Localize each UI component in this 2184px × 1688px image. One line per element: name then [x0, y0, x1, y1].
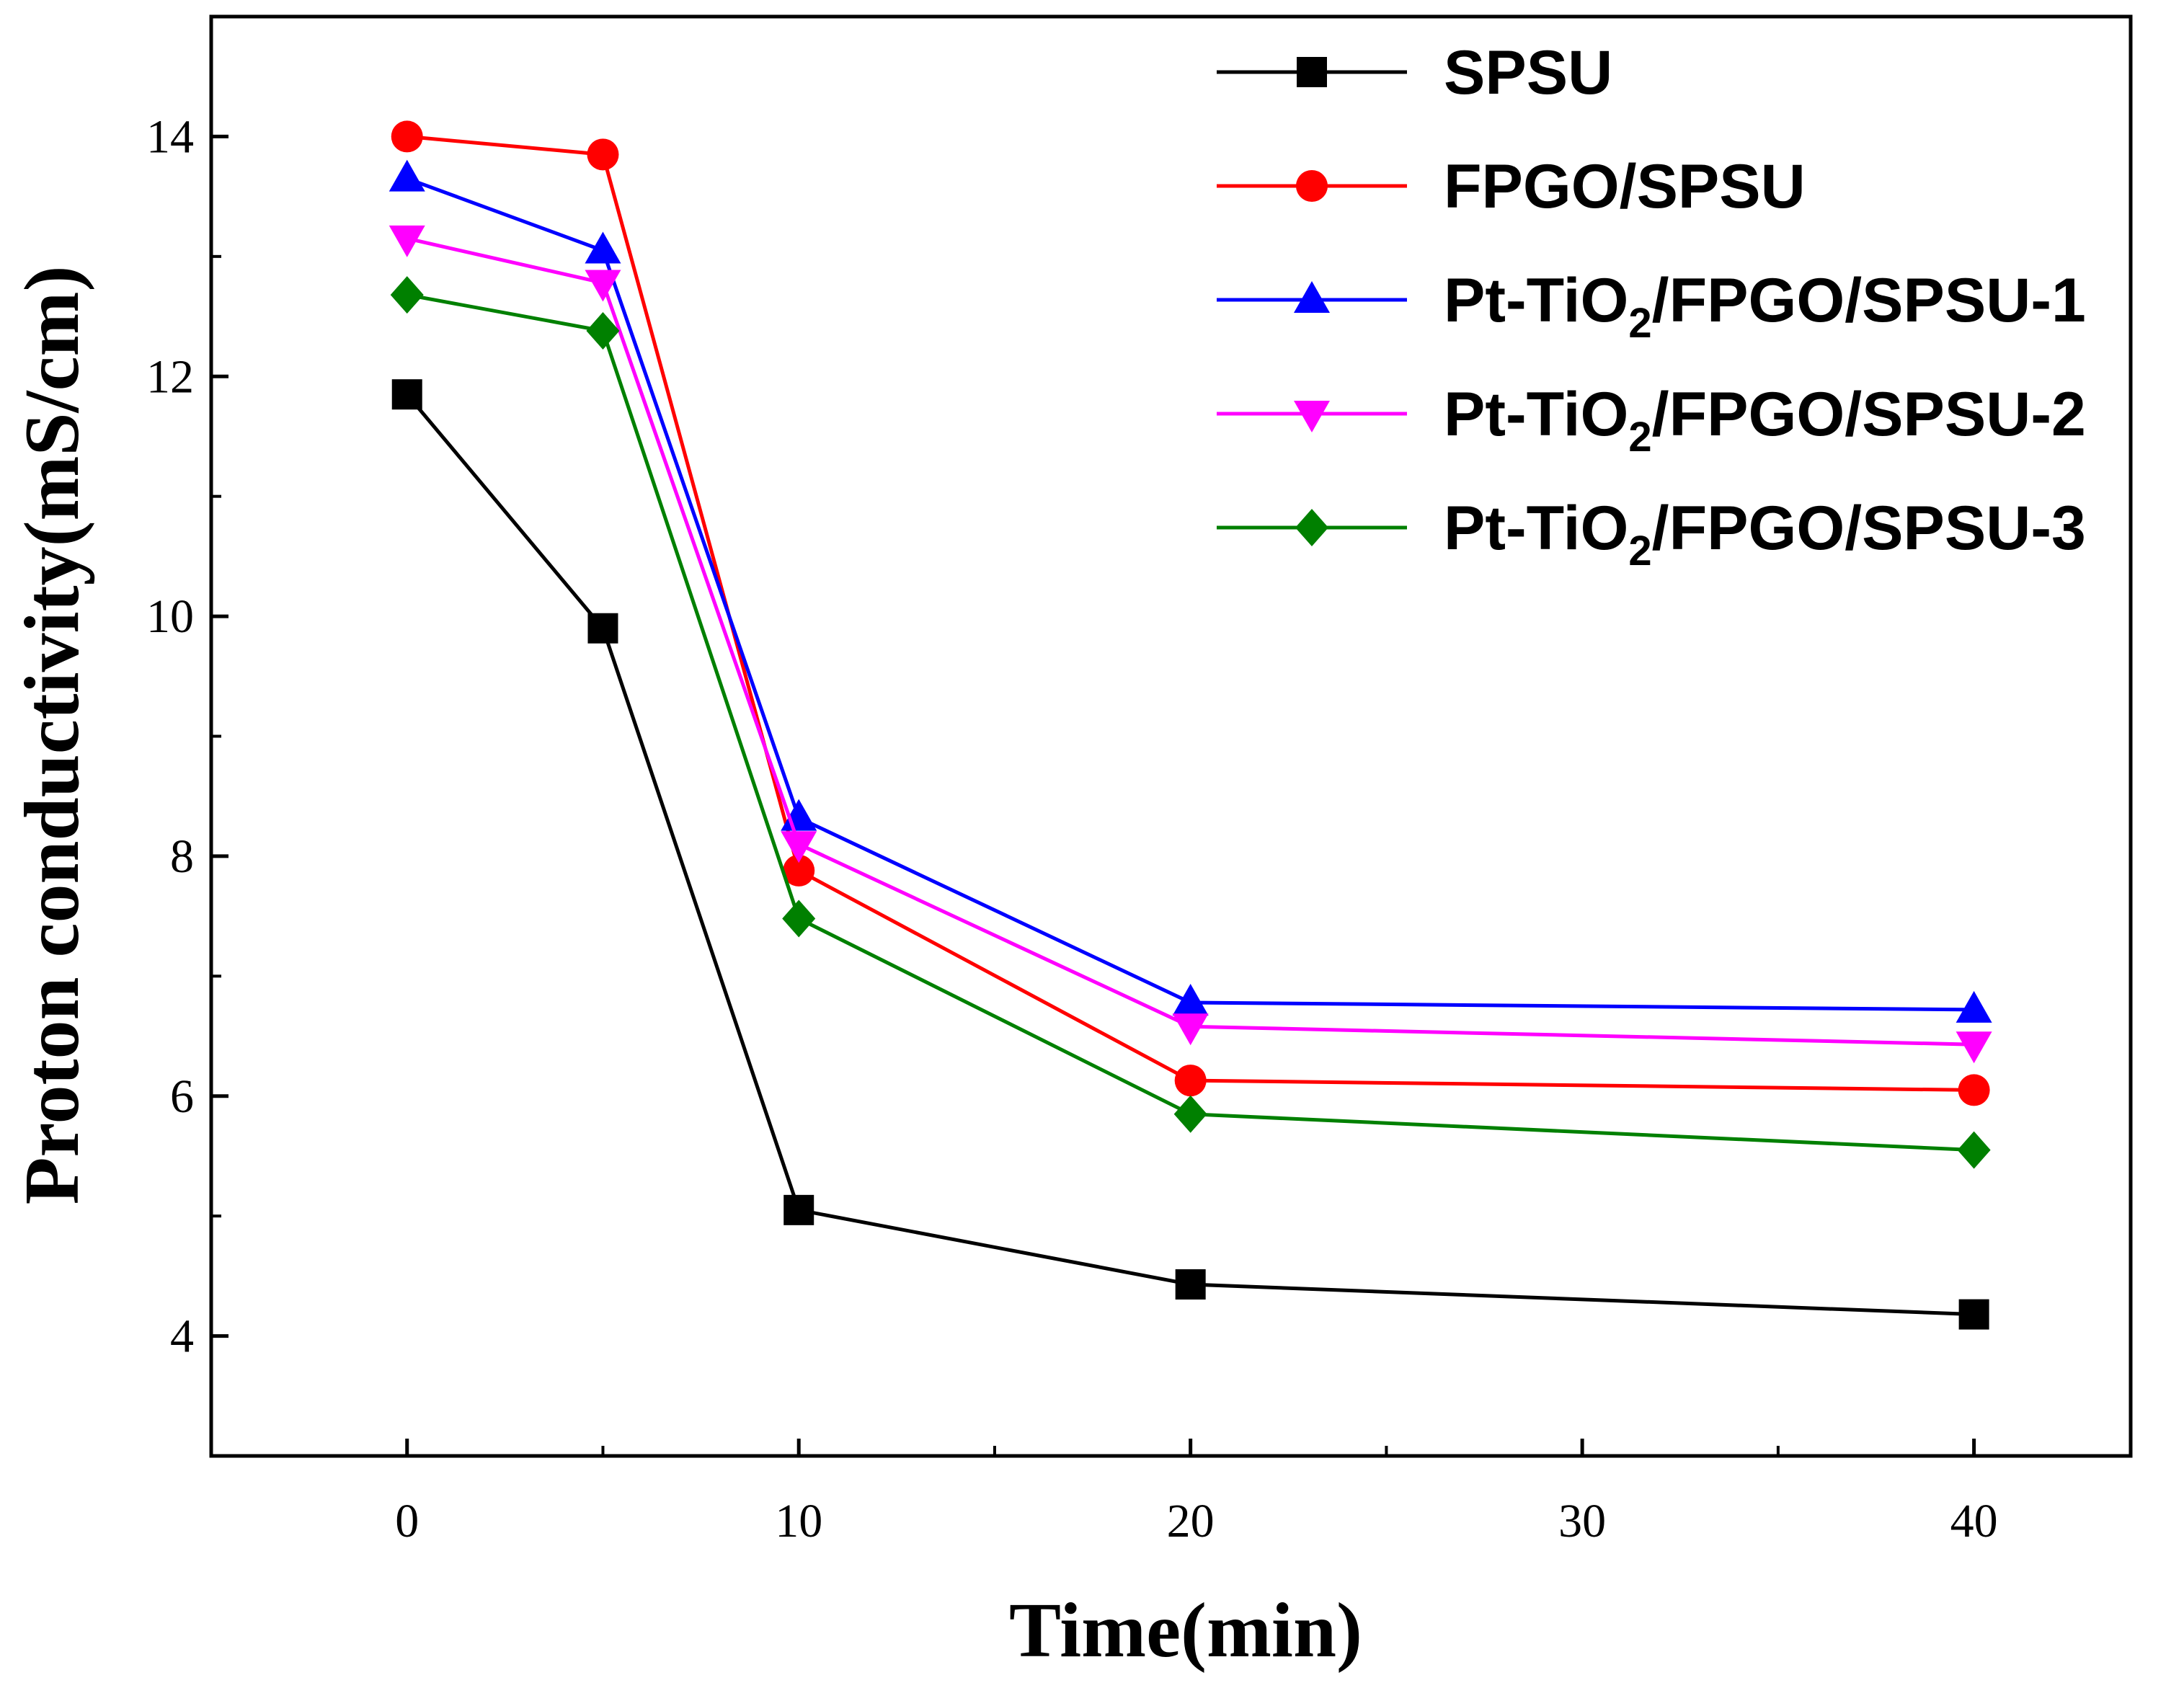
x-axis-title: Time(min): [1009, 1588, 1362, 1674]
legend-marker: [1295, 509, 1328, 546]
series-pt-tio2-fpgo-spsu-2: [389, 225, 1992, 1064]
y-axis-ticks: 4 6 8 10 12 14: [146, 110, 228, 1363]
legend-item: FPGO/SPSU: [1217, 152, 1806, 221]
x-tick-label: 0: [395, 1495, 419, 1547]
y-tick-label: 12: [146, 350, 194, 403]
legend-item: Pt-TiO2/FPGO/SPSU-1: [1217, 266, 2086, 347]
y-tick-label: 10: [146, 590, 194, 643]
data-point: [389, 225, 425, 257]
data-point: [1172, 1013, 1209, 1046]
x-axis-ticks: 0 10 20 30 40: [395, 1439, 1998, 1547]
data-point: [1173, 1095, 1207, 1133]
data-point: [1956, 1031, 1992, 1064]
data-point: [585, 231, 621, 264]
legend-label-part: Pt-TiO: [1444, 266, 1628, 335]
legend-label-part: /FPGO/SPSU-1: [1652, 266, 2086, 335]
data-point: [781, 831, 817, 863]
data-point: [1958, 1299, 1989, 1330]
data-point: [1956, 990, 1992, 1023]
data-point: [587, 138, 619, 171]
data-point: [784, 1194, 814, 1225]
legend-label-part: /FPGO/SPSU-3: [1652, 494, 2086, 563]
data-point: [587, 613, 618, 644]
y-axis-title: Proton conductivity(mS/cm): [9, 266, 95, 1205]
data-point: [1172, 983, 1209, 1016]
data-point: [586, 312, 620, 350]
data-point: [391, 120, 423, 153]
series-pt-tio2-fpgo-spsu-3: [390, 276, 1991, 1169]
data-point: [585, 270, 621, 302]
legend-item: Pt-TiO2/FPGO/SPSU-2: [1217, 380, 2086, 461]
legend-marker: [1297, 57, 1327, 87]
legend-item: SPSU: [1217, 38, 1612, 107]
data-point: [391, 379, 422, 410]
plot-frame: [209, 14, 2133, 1458]
legend-label: Pt-TiO2/FPGO/SPSU-2: [1444, 380, 2086, 461]
legend-marker: [1296, 170, 1328, 202]
data-point: [1957, 1131, 1991, 1169]
data-point: [389, 159, 425, 192]
legend-label-part: 2: [1628, 300, 1651, 347]
x-tick-label: 40: [1950, 1495, 1998, 1547]
legend-item: Pt-TiO2/FPGO/SPSU-3: [1217, 494, 2086, 574]
data-point: [782, 899, 816, 938]
legend-label-part: 2: [1628, 414, 1651, 461]
series-spsu: [391, 379, 1989, 1330]
data-point: [1175, 1269, 1206, 1300]
x-tick-label: 10: [775, 1495, 822, 1547]
x-tick-label: 20: [1167, 1495, 1215, 1547]
legend-label: FPGO/SPSU: [1444, 152, 1806, 221]
data-point: [1174, 1065, 1207, 1097]
legend-label-part: SPSU: [1444, 38, 1612, 107]
y-tick-label: 14: [146, 110, 194, 163]
legend-marker: [1294, 401, 1330, 432]
legend: SPSUFPGO/SPSUPt-TiO2/FPGO/SPSU-1Pt-TiO2/…: [1217, 38, 2086, 574]
data-point: [390, 276, 424, 314]
legend-label: Pt-TiO2/FPGO/SPSU-1: [1444, 266, 2086, 347]
data-point: [783, 854, 815, 887]
legend-label: Pt-TiO2/FPGO/SPSU-3: [1444, 494, 2086, 574]
legend-label-part: Pt-TiO: [1444, 494, 1628, 563]
y-tick-label: 8: [170, 830, 194, 883]
legend-label-part: /FPGO/SPSU-2: [1652, 380, 2086, 449]
legend-label-part: Pt-TiO: [1444, 380, 1628, 449]
x-tick-label: 30: [1558, 1495, 1606, 1547]
series-fpgo-spsu: [391, 120, 1990, 1106]
data-point: [1958, 1074, 1990, 1106]
legend-label: SPSU: [1444, 38, 1612, 107]
legend-label-part: 2: [1628, 528, 1651, 574]
y-tick-label: 6: [170, 1070, 194, 1123]
series-layer: [389, 120, 1992, 1330]
legend-marker: [1294, 281, 1330, 313]
legend-label-part: FPGO/SPSU: [1444, 152, 1806, 221]
y-tick-label: 4: [170, 1310, 194, 1363]
